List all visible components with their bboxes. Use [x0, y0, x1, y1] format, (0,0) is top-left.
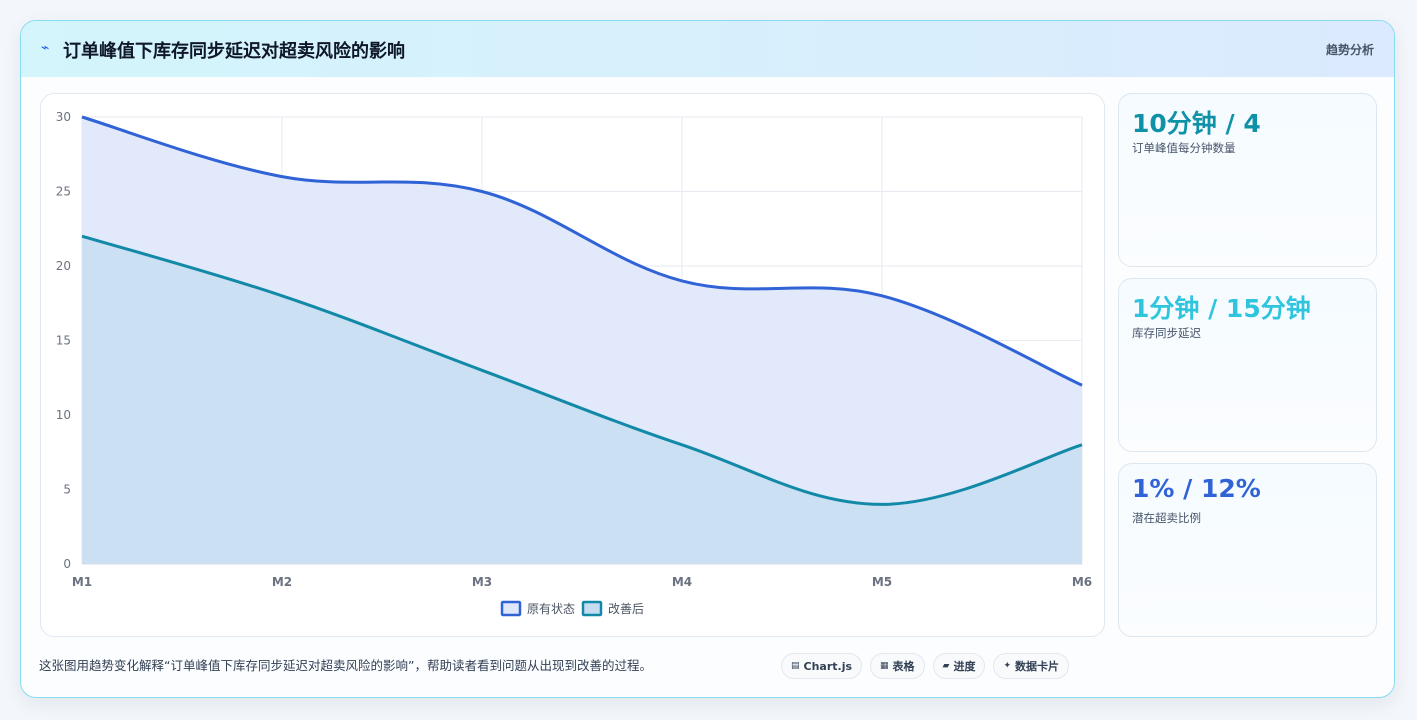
y-tick-label: 5	[63, 483, 71, 497]
stat-label: 库存同步延迟	[1132, 326, 1201, 340]
x-tick-label: M2	[272, 575, 292, 589]
chip-table[interactable]: ▦ 表格	[870, 653, 925, 679]
chip-chartjs[interactable]: ▤ Chart.js	[781, 653, 863, 679]
series-area-2	[82, 236, 1082, 564]
legend-swatch	[500, 600, 522, 617]
legend-swatch	[581, 600, 603, 617]
x-tick-label: M4	[672, 575, 692, 589]
sparkle-icon: ✦	[1003, 661, 1012, 671]
progress-icon: ▰	[942, 661, 950, 671]
chip-label: Chart.js	[803, 659, 853, 673]
stat-value: 10分钟 / 4	[1132, 109, 1261, 138]
series-line-1	[81, 115, 1083, 387]
series-line-2	[81, 234, 1083, 506]
chip-progress[interactable]: ▰ 进度	[932, 653, 986, 679]
x-tick-label: M5	[872, 575, 892, 589]
table-icon: ▦	[880, 661, 889, 671]
card-header: ⌁ 订单峰值下库存同步延迟对超卖风险的影响 趋势分析	[21, 21, 1394, 77]
legend-label: 改善后	[608, 601, 644, 616]
stat-label: 订单峰值每分钟数量	[1132, 141, 1236, 155]
y-tick-label: 20	[56, 259, 71, 273]
chart-panel: 0 5 10 15 20 25 30 M1 M2 M3 M4 M5 M6 原有状态 改善后	[40, 93, 1105, 637]
chart-icon: ▤	[791, 661, 800, 671]
stat-value: 1% / 12%	[1132, 474, 1261, 503]
chip-data-cards[interactable]: ✦ 数据卡片	[993, 653, 1070, 679]
x-tick-label: M3	[472, 575, 492, 589]
category-tag: 趋势分析	[1325, 43, 1374, 57]
chip-label: 进度	[953, 660, 976, 673]
trend-icon: ⌁	[41, 40, 50, 56]
chip-label: 数据卡片	[1015, 660, 1060, 673]
stat-card-sync-delay: 1分钟 / 15分钟 库存同步延迟	[1118, 278, 1377, 452]
stat-label: 潜在超卖比例	[1132, 511, 1201, 525]
x-tick-label: M1	[72, 575, 92, 589]
y-tick-label: 25	[56, 185, 71, 199]
x-tick-label: M6	[1072, 575, 1092, 589]
y-tick-label: 30	[56, 110, 71, 124]
y-tick-label: 15	[56, 334, 71, 348]
area-chart: 0 5 10 15 20 25 30 M1 M2 M3 M4 M5 M6 原有状态 改善后	[56, 110, 1092, 617]
tech-chips: ▤ Chart.js ▦ 表格 ▰ 进度 ✦ 数据卡片	[781, 653, 1070, 679]
chart-card: ⌁ 订单峰值下库存同步延迟对超卖风险的影响 趋势分析 0 5 10 15 20 25 30 M…	[20, 20, 1395, 698]
stat-card-oversell-ratio: 1% / 12% 潜在超卖比例	[1118, 463, 1377, 637]
y-tick-label: 0	[63, 557, 71, 571]
chip-label: 表格	[892, 660, 915, 673]
card-title: 订单峰值下库存同步延迟对超卖风险的影响	[63, 41, 405, 62]
legend-label: 原有状态	[527, 602, 575, 616]
stat-value: 1分钟 / 15分钟	[1132, 294, 1311, 323]
chart-caption: 这张图用趋势变化解释“订单峰值下库存同步延迟对超卖风险的影响”，帮助读者看到问题…	[39, 658, 652, 673]
stat-card-peak-orders: 10分钟 / 4 订单峰值每分钟数量	[1118, 93, 1377, 267]
y-tick-label: 10	[56, 408, 71, 422]
